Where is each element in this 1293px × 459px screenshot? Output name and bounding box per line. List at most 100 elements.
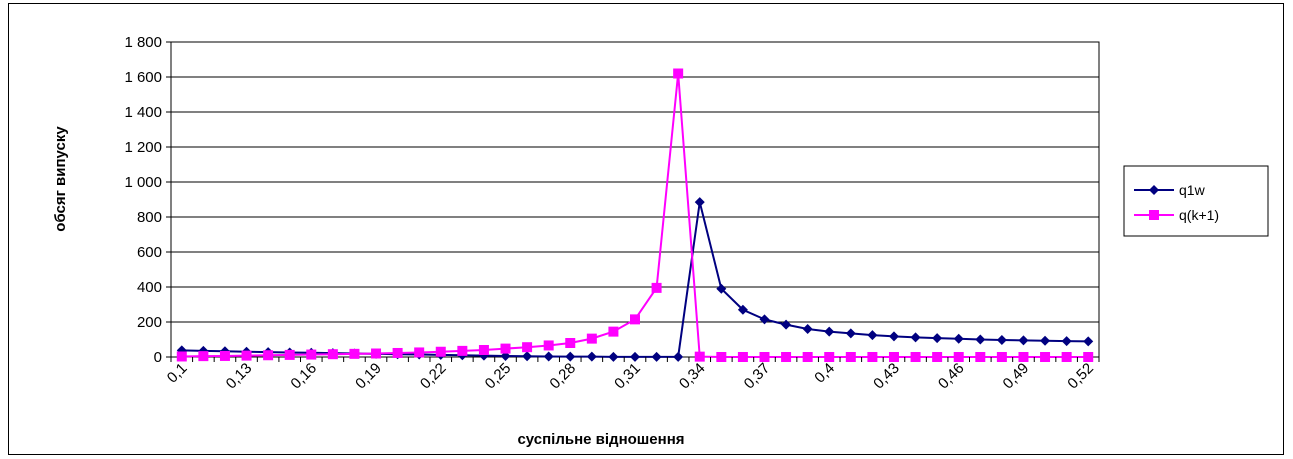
- data-point: [1061, 352, 1072, 362]
- y-axis-title: обсяг випуску: [52, 126, 69, 232]
- y-tick-label: 0: [154, 349, 162, 366]
- data-point: [759, 352, 770, 362]
- data-point: [457, 345, 468, 356]
- line-chart: 0 200 400 600 800 1 000 1 200 1 400 1 600 1 800 0,…: [52, 34, 1269, 448]
- x-tick-label: 0,31: [611, 360, 644, 393]
- data-point: [327, 349, 338, 360]
- data-point: [219, 350, 230, 361]
- data-point: [543, 351, 554, 362]
- x-axis-title: суспільне відношення: [517, 431, 684, 448]
- data-point: [888, 331, 899, 342]
- data-point: [543, 340, 554, 351]
- data-point: [867, 352, 878, 362]
- data-point: [392, 347, 403, 358]
- data-point: [608, 351, 619, 362]
- data-point: [694, 351, 705, 362]
- x-tick-label: 0,34: [676, 360, 709, 393]
- data-point: [910, 352, 921, 362]
- data-point: [349, 348, 360, 359]
- legend: q1w q(k+1): [1123, 165, 1269, 237]
- data-point: [996, 352, 1007, 362]
- data-point: [1083, 336, 1094, 347]
- x-tick-label: 0,4: [811, 360, 838, 387]
- y-tick-label: 200: [137, 314, 162, 331]
- data-point: [888, 352, 899, 362]
- data-point: [673, 351, 684, 362]
- data-point: [953, 333, 964, 344]
- x-tick-label: 0,16: [287, 360, 320, 393]
- legend-marker: [1149, 210, 1159, 220]
- data-point: [435, 346, 446, 357]
- x-tick-label: 0,28: [546, 360, 579, 393]
- x-tick-label: 0,37: [741, 360, 774, 393]
- data-point: [284, 349, 295, 360]
- y-tick-label: 1 000: [124, 174, 162, 191]
- y-tick-label: 1 600: [124, 69, 162, 86]
- data-point: [737, 304, 748, 315]
- legend-marker: [1149, 185, 1159, 195]
- data-point: [522, 351, 533, 362]
- plot-area: [170, 41, 1100, 358]
- legend-box: [1123, 165, 1269, 237]
- data-point: [608, 326, 619, 337]
- y-tick-label: 1 400: [124, 104, 162, 121]
- x-tick-label: 0,49: [1000, 360, 1033, 393]
- data-point: [630, 314, 640, 325]
- data-point: [1018, 335, 1029, 346]
- data-point: [586, 333, 597, 344]
- data-point: [867, 330, 878, 341]
- data-point: [781, 319, 792, 330]
- data-point: [500, 343, 511, 354]
- data-point: [176, 351, 187, 362]
- data-point: [1018, 352, 1029, 362]
- data-point: [932, 352, 943, 362]
- x-tick-label: 0,46: [935, 360, 968, 393]
- x-tick-label: 0,19: [352, 360, 385, 393]
- data-point: [306, 349, 317, 360]
- data-point: [953, 352, 964, 362]
- data-point: [565, 351, 576, 362]
- data-point: [263, 350, 274, 361]
- data-point: [932, 333, 943, 344]
- data-point: [824, 326, 835, 337]
- data-point: [845, 328, 856, 339]
- data-point: [716, 283, 727, 294]
- y-tick-label: 1 200: [124, 139, 162, 156]
- data-point: [651, 282, 662, 293]
- x-tick-label: 0,25: [482, 360, 515, 393]
- data-point: [522, 342, 533, 353]
- data-point: [802, 324, 813, 334]
- data-point: [651, 351, 662, 362]
- data-point: [414, 347, 425, 358]
- data-point: [673, 68, 684, 79]
- x-tick-label: 0,22: [417, 360, 450, 393]
- data-point: [737, 352, 748, 362]
- data-point: [1040, 335, 1051, 346]
- data-point: [1061, 336, 1072, 347]
- x-tick-label: 0,43: [870, 360, 903, 393]
- y-tick-label: 600: [137, 244, 162, 261]
- data-point: [975, 334, 986, 345]
- x-tick-label: 0,13: [223, 360, 256, 393]
- data-point: [630, 351, 640, 362]
- data-point: [565, 338, 576, 348]
- legend-label: q1w: [1179, 182, 1206, 198]
- data-point: [781, 352, 792, 362]
- x-tick-label: 0,1: [164, 360, 191, 387]
- data-point: [759, 314, 770, 325]
- data-point: [996, 335, 1007, 346]
- legend-label: q(k+1): [1179, 207, 1219, 223]
- y-tick-label: 800: [137, 209, 162, 226]
- data-point: [975, 352, 986, 362]
- y-tick-label: 1 800: [124, 34, 162, 51]
- series-line-1: [181, 201, 1089, 358]
- x-tick-label: 0,52: [1064, 360, 1097, 393]
- data-point: [694, 197, 705, 208]
- data-point: [910, 332, 921, 343]
- data-point: [478, 345, 489, 355]
- data-point: [1040, 352, 1051, 362]
- data-point: [716, 352, 727, 362]
- data-point: [371, 348, 382, 359]
- data-point: [824, 352, 835, 362]
- data-point: [586, 351, 597, 362]
